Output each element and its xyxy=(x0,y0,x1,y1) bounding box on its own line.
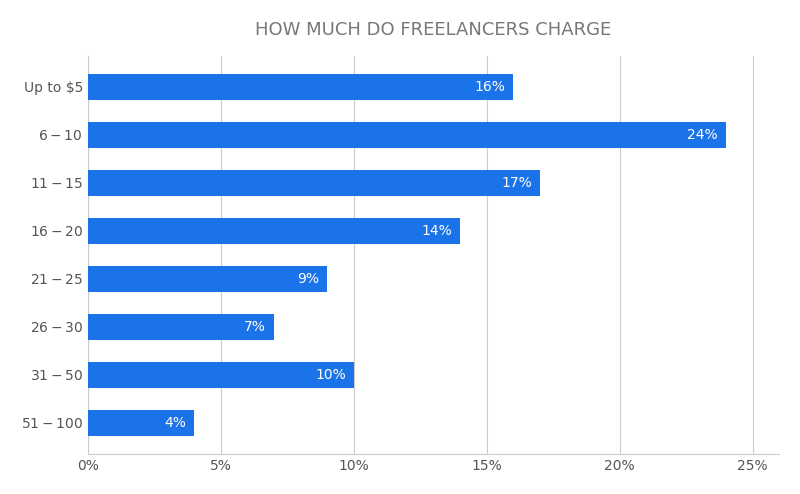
Text: 10%: 10% xyxy=(315,368,346,382)
Title: HOW MUCH DO FREELANCERS CHARGE: HOW MUCH DO FREELANCERS CHARGE xyxy=(255,21,612,39)
Bar xyxy=(88,170,540,196)
Text: 4%: 4% xyxy=(164,416,186,430)
Text: 14%: 14% xyxy=(422,224,452,238)
Text: 17%: 17% xyxy=(501,176,532,190)
Bar xyxy=(88,74,514,100)
Bar xyxy=(88,266,327,292)
Text: 9%: 9% xyxy=(297,272,319,286)
Text: 24%: 24% xyxy=(687,128,718,142)
Text: 7%: 7% xyxy=(244,320,266,334)
Bar xyxy=(88,122,726,148)
Bar xyxy=(88,362,354,388)
Bar xyxy=(88,314,274,340)
Bar xyxy=(88,410,194,436)
Text: 16%: 16% xyxy=(474,80,506,94)
Bar xyxy=(88,218,460,244)
